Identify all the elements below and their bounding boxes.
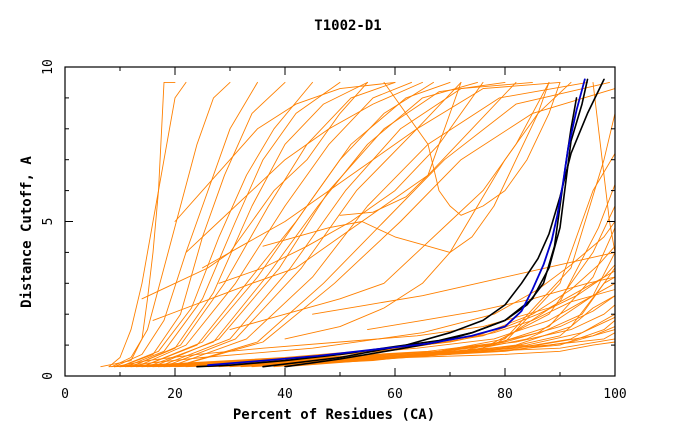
plot-lines [100, 78, 616, 368]
series-line-3 [114, 81, 258, 368]
series-line-5 [119, 81, 313, 368]
series-line-27 [339, 81, 462, 216]
y-tick-label-2: 10 [41, 59, 56, 75]
y-tick-label-1: 5 [41, 218, 56, 226]
series-line-1 [108, 81, 187, 368]
series-line-11 [141, 81, 451, 368]
series-line-61 [207, 78, 586, 367]
series-line-41 [185, 313, 616, 368]
x-tick-label-4: 80 [497, 387, 513, 402]
series-line-60 [284, 78, 589, 368]
x-tick-label-2: 40 [277, 387, 293, 402]
series-line-54 [114, 221, 616, 368]
series-line-32 [125, 295, 616, 368]
x-axis-label: Percent of Residues (CA) [233, 407, 435, 423]
y-axis: 0 5 10 [41, 59, 615, 380]
x-tick-label-5: 100 [603, 387, 626, 402]
series-line-8 [130, 81, 396, 368]
series-line-12 [147, 81, 478, 368]
x-tick-label-3: 60 [387, 387, 403, 402]
series-line-20 [185, 81, 423, 253]
chart-title: T1002-D1 [314, 18, 381, 34]
series-line-14 [158, 81, 533, 368]
series-line-16 [169, 81, 588, 368]
y-tick-label-0: 0 [41, 372, 56, 380]
series-line-25 [229, 81, 550, 331]
series-line-53 [312, 251, 616, 315]
series-line-9 [136, 81, 412, 368]
series-line-57 [383, 81, 561, 216]
series-line-50 [284, 112, 616, 368]
series-line-31 [119, 282, 616, 368]
x-tick-label-1: 20 [167, 387, 183, 402]
y-axis-label: Distance Cutoff, A [19, 156, 35, 308]
x-axis: 0 20 40 60 80 100 [61, 67, 627, 402]
series-line-7 [130, 81, 368, 368]
series-line-55 [114, 270, 616, 368]
series-line-0 [100, 81, 176, 368]
series-line-45 [229, 251, 616, 368]
series-line-59 [262, 78, 605, 368]
series-line-6 [125, 81, 341, 368]
series-line-15 [163, 81, 561, 368]
series-line-52 [367, 276, 616, 331]
series-line-30 [114, 264, 616, 368]
series-line-2 [111, 81, 231, 368]
series-line-51 [394, 289, 616, 349]
series-line-24 [152, 81, 517, 321]
series-line-56 [592, 81, 616, 253]
series-line-23 [141, 81, 368, 300]
series-line-17 [174, 81, 610, 368]
x-tick-label-0: 0 [61, 387, 69, 402]
series-line-19 [174, 81, 396, 222]
series-line-28 [262, 81, 550, 253]
